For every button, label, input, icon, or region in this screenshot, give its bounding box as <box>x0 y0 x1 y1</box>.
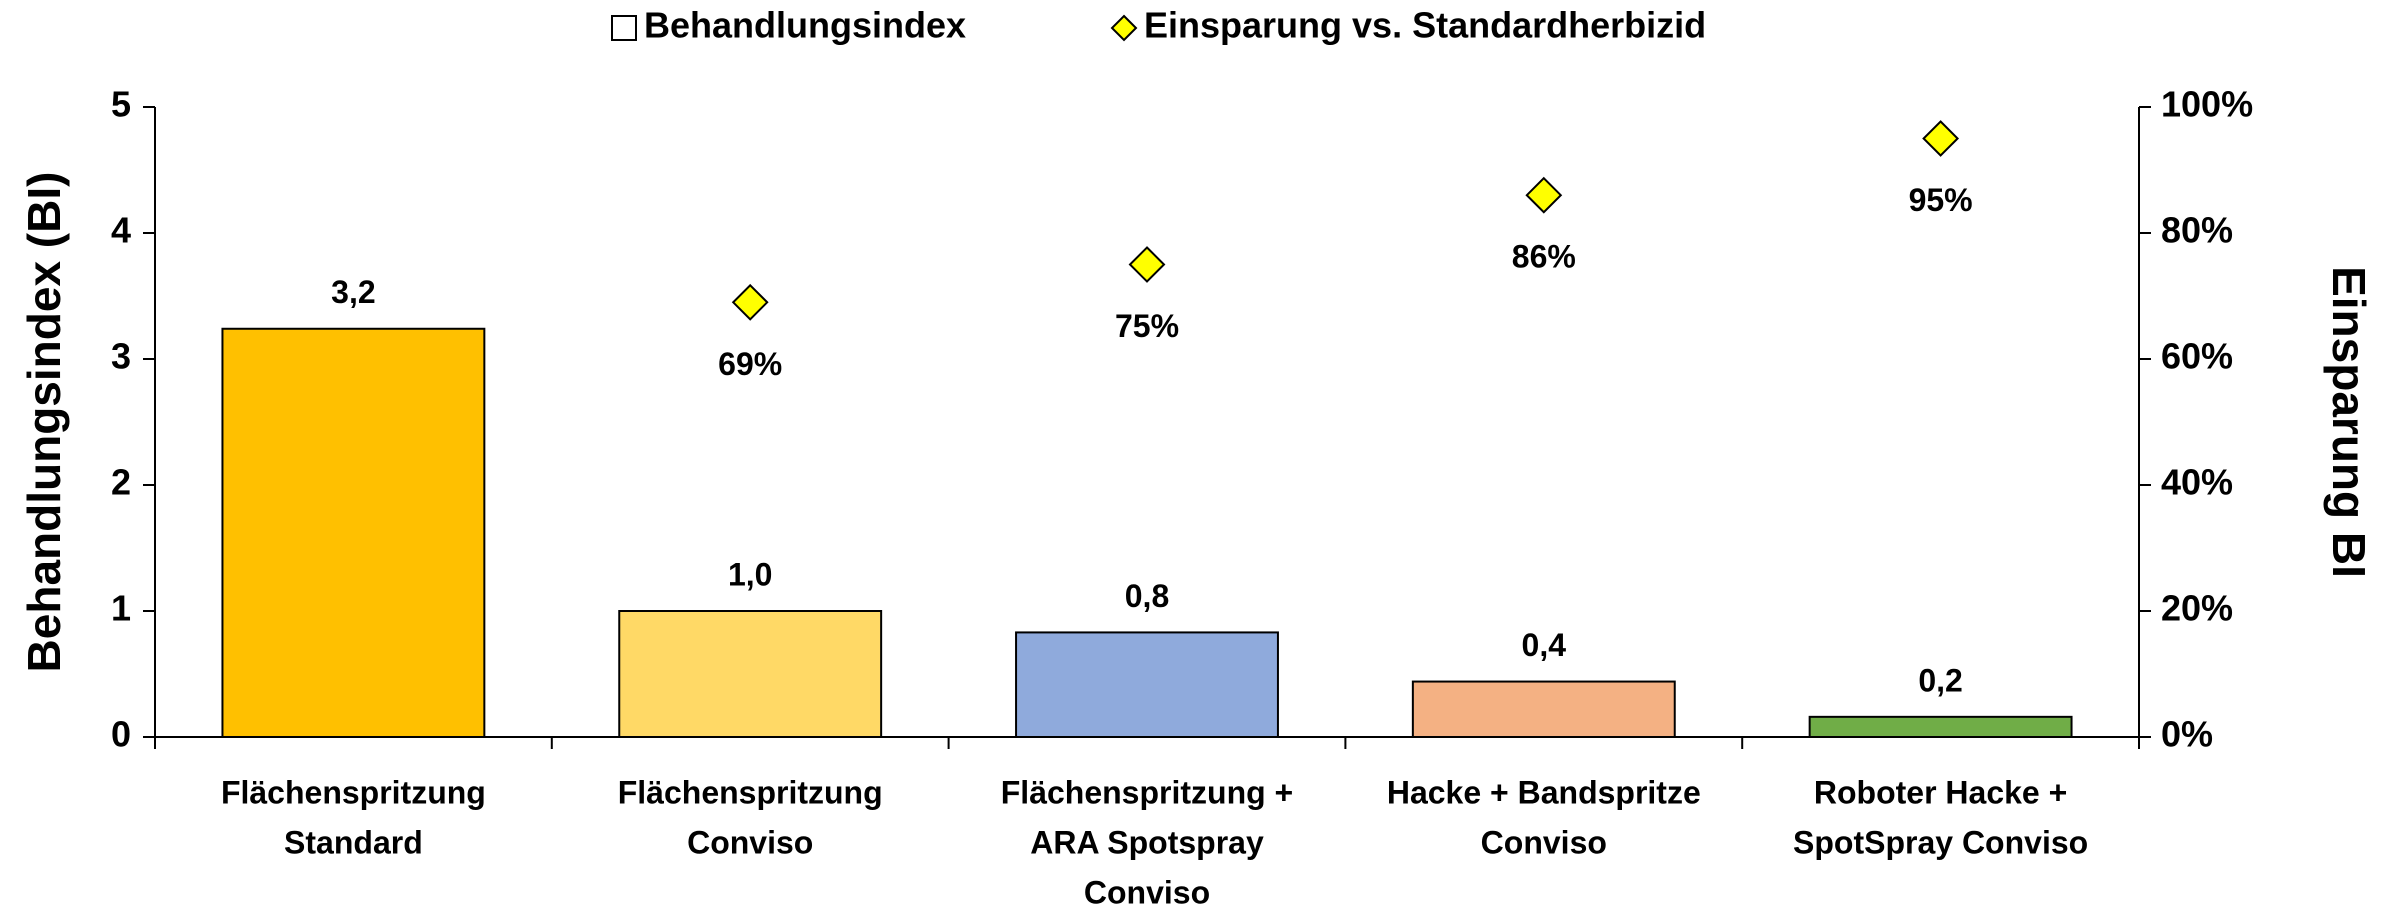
y-tick-label: 5 <box>111 84 131 125</box>
x-tick-label: ARA Spotspray <box>1030 824 1264 860</box>
value-label: 95% <box>1909 182 1973 218</box>
y-tick-label: 1 <box>111 588 131 629</box>
y2-tick-label: 60% <box>2161 336 2233 377</box>
bar <box>618 610 883 738</box>
marker <box>731 283 769 321</box>
value-label: 0,2 <box>1918 662 1962 698</box>
x-tick-label: Flächenspritzung <box>618 774 883 810</box>
value-label: 0,4 <box>1522 627 1567 663</box>
y2-tick-label: 20% <box>2161 588 2233 629</box>
legend-marker <box>611 15 637 41</box>
value-label: 75% <box>1115 308 1179 344</box>
x-tick-label: Hacke + Bandspritze <box>1387 774 1701 810</box>
x-tick-label: Conviso <box>1084 874 1210 910</box>
y-tick-label: 4 <box>111 210 131 251</box>
marker <box>1525 176 1563 214</box>
x-tick-label: SpotSpray Conviso <box>1793 824 2088 860</box>
value-label: 3,2 <box>331 274 375 310</box>
bar <box>1015 631 1279 738</box>
y2-axis-title: Einsparung BI <box>2323 266 2375 578</box>
bar <box>221 327 486 738</box>
value-label: 0,8 <box>1125 578 1169 614</box>
y2-tick-label: 80% <box>2161 210 2233 251</box>
x-tick-label: Conviso <box>687 824 813 860</box>
y-tick-label: 3 <box>111 336 131 377</box>
x-tick-label: Flächenspritzung <box>221 774 486 810</box>
y-axis-title: Behandlungsindex (BI) <box>18 172 70 673</box>
value-label: 1,0 <box>728 556 772 592</box>
bar <box>1411 680 1676 738</box>
legend-marker <box>1110 14 1138 42</box>
marker <box>1922 120 1960 157</box>
marker <box>1128 246 1166 283</box>
bar <box>1808 715 2073 739</box>
x-tick-label: Conviso <box>1481 824 1607 860</box>
x-tick-label: Roboter Hacke + <box>1814 774 2067 810</box>
y-tick-label: 2 <box>111 462 131 503</box>
x-tick-label: Flächenspritzung + <box>1001 774 1293 810</box>
y2-tick-label: 0% <box>2161 714 2213 755</box>
y2-tick-label: 40% <box>2161 462 2233 503</box>
value-label: 86% <box>1512 239 1576 275</box>
legend-label: Behandlungsindex <box>644 5 966 46</box>
x-tick-label: Standard <box>284 824 423 860</box>
value-label: 69% <box>718 346 782 382</box>
legend-label: Einsparung vs. Standardherbizid <box>1144 5 1706 46</box>
y2-tick-label: 100% <box>2161 84 2253 125</box>
y-tick-label: 0 <box>111 714 131 755</box>
